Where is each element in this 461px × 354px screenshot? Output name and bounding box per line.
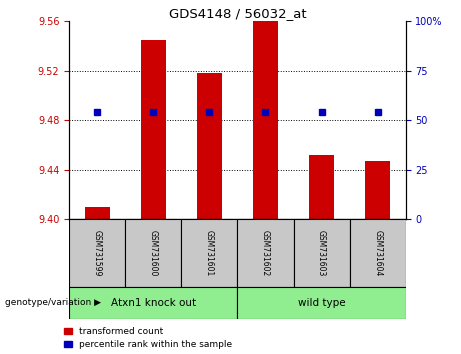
Bar bbox=[197, 73, 222, 219]
Title: GDS4148 / 56032_at: GDS4148 / 56032_at bbox=[169, 7, 306, 20]
Text: GSM731600: GSM731600 bbox=[149, 230, 158, 276]
Text: GSM731599: GSM731599 bbox=[93, 230, 102, 276]
Text: Atxn1 knock out: Atxn1 knock out bbox=[111, 298, 196, 308]
FancyBboxPatch shape bbox=[125, 219, 181, 287]
Bar bbox=[253, 21, 278, 219]
Text: wild type: wild type bbox=[298, 298, 345, 308]
Bar bbox=[365, 161, 390, 219]
Text: GSM731601: GSM731601 bbox=[205, 230, 214, 276]
FancyBboxPatch shape bbox=[294, 219, 349, 287]
Bar bbox=[141, 40, 166, 219]
Legend: transformed count, percentile rank within the sample: transformed count, percentile rank withi… bbox=[65, 327, 232, 349]
Text: genotype/variation ▶: genotype/variation ▶ bbox=[5, 298, 100, 307]
FancyBboxPatch shape bbox=[69, 287, 237, 319]
FancyBboxPatch shape bbox=[237, 287, 406, 319]
Bar bbox=[84, 207, 110, 219]
FancyBboxPatch shape bbox=[237, 219, 294, 287]
Text: GSM731603: GSM731603 bbox=[317, 230, 326, 276]
Text: GSM731602: GSM731602 bbox=[261, 230, 270, 276]
FancyBboxPatch shape bbox=[349, 219, 406, 287]
FancyBboxPatch shape bbox=[181, 219, 237, 287]
FancyBboxPatch shape bbox=[69, 219, 125, 287]
Bar bbox=[309, 155, 334, 219]
Text: GSM731604: GSM731604 bbox=[373, 230, 382, 276]
